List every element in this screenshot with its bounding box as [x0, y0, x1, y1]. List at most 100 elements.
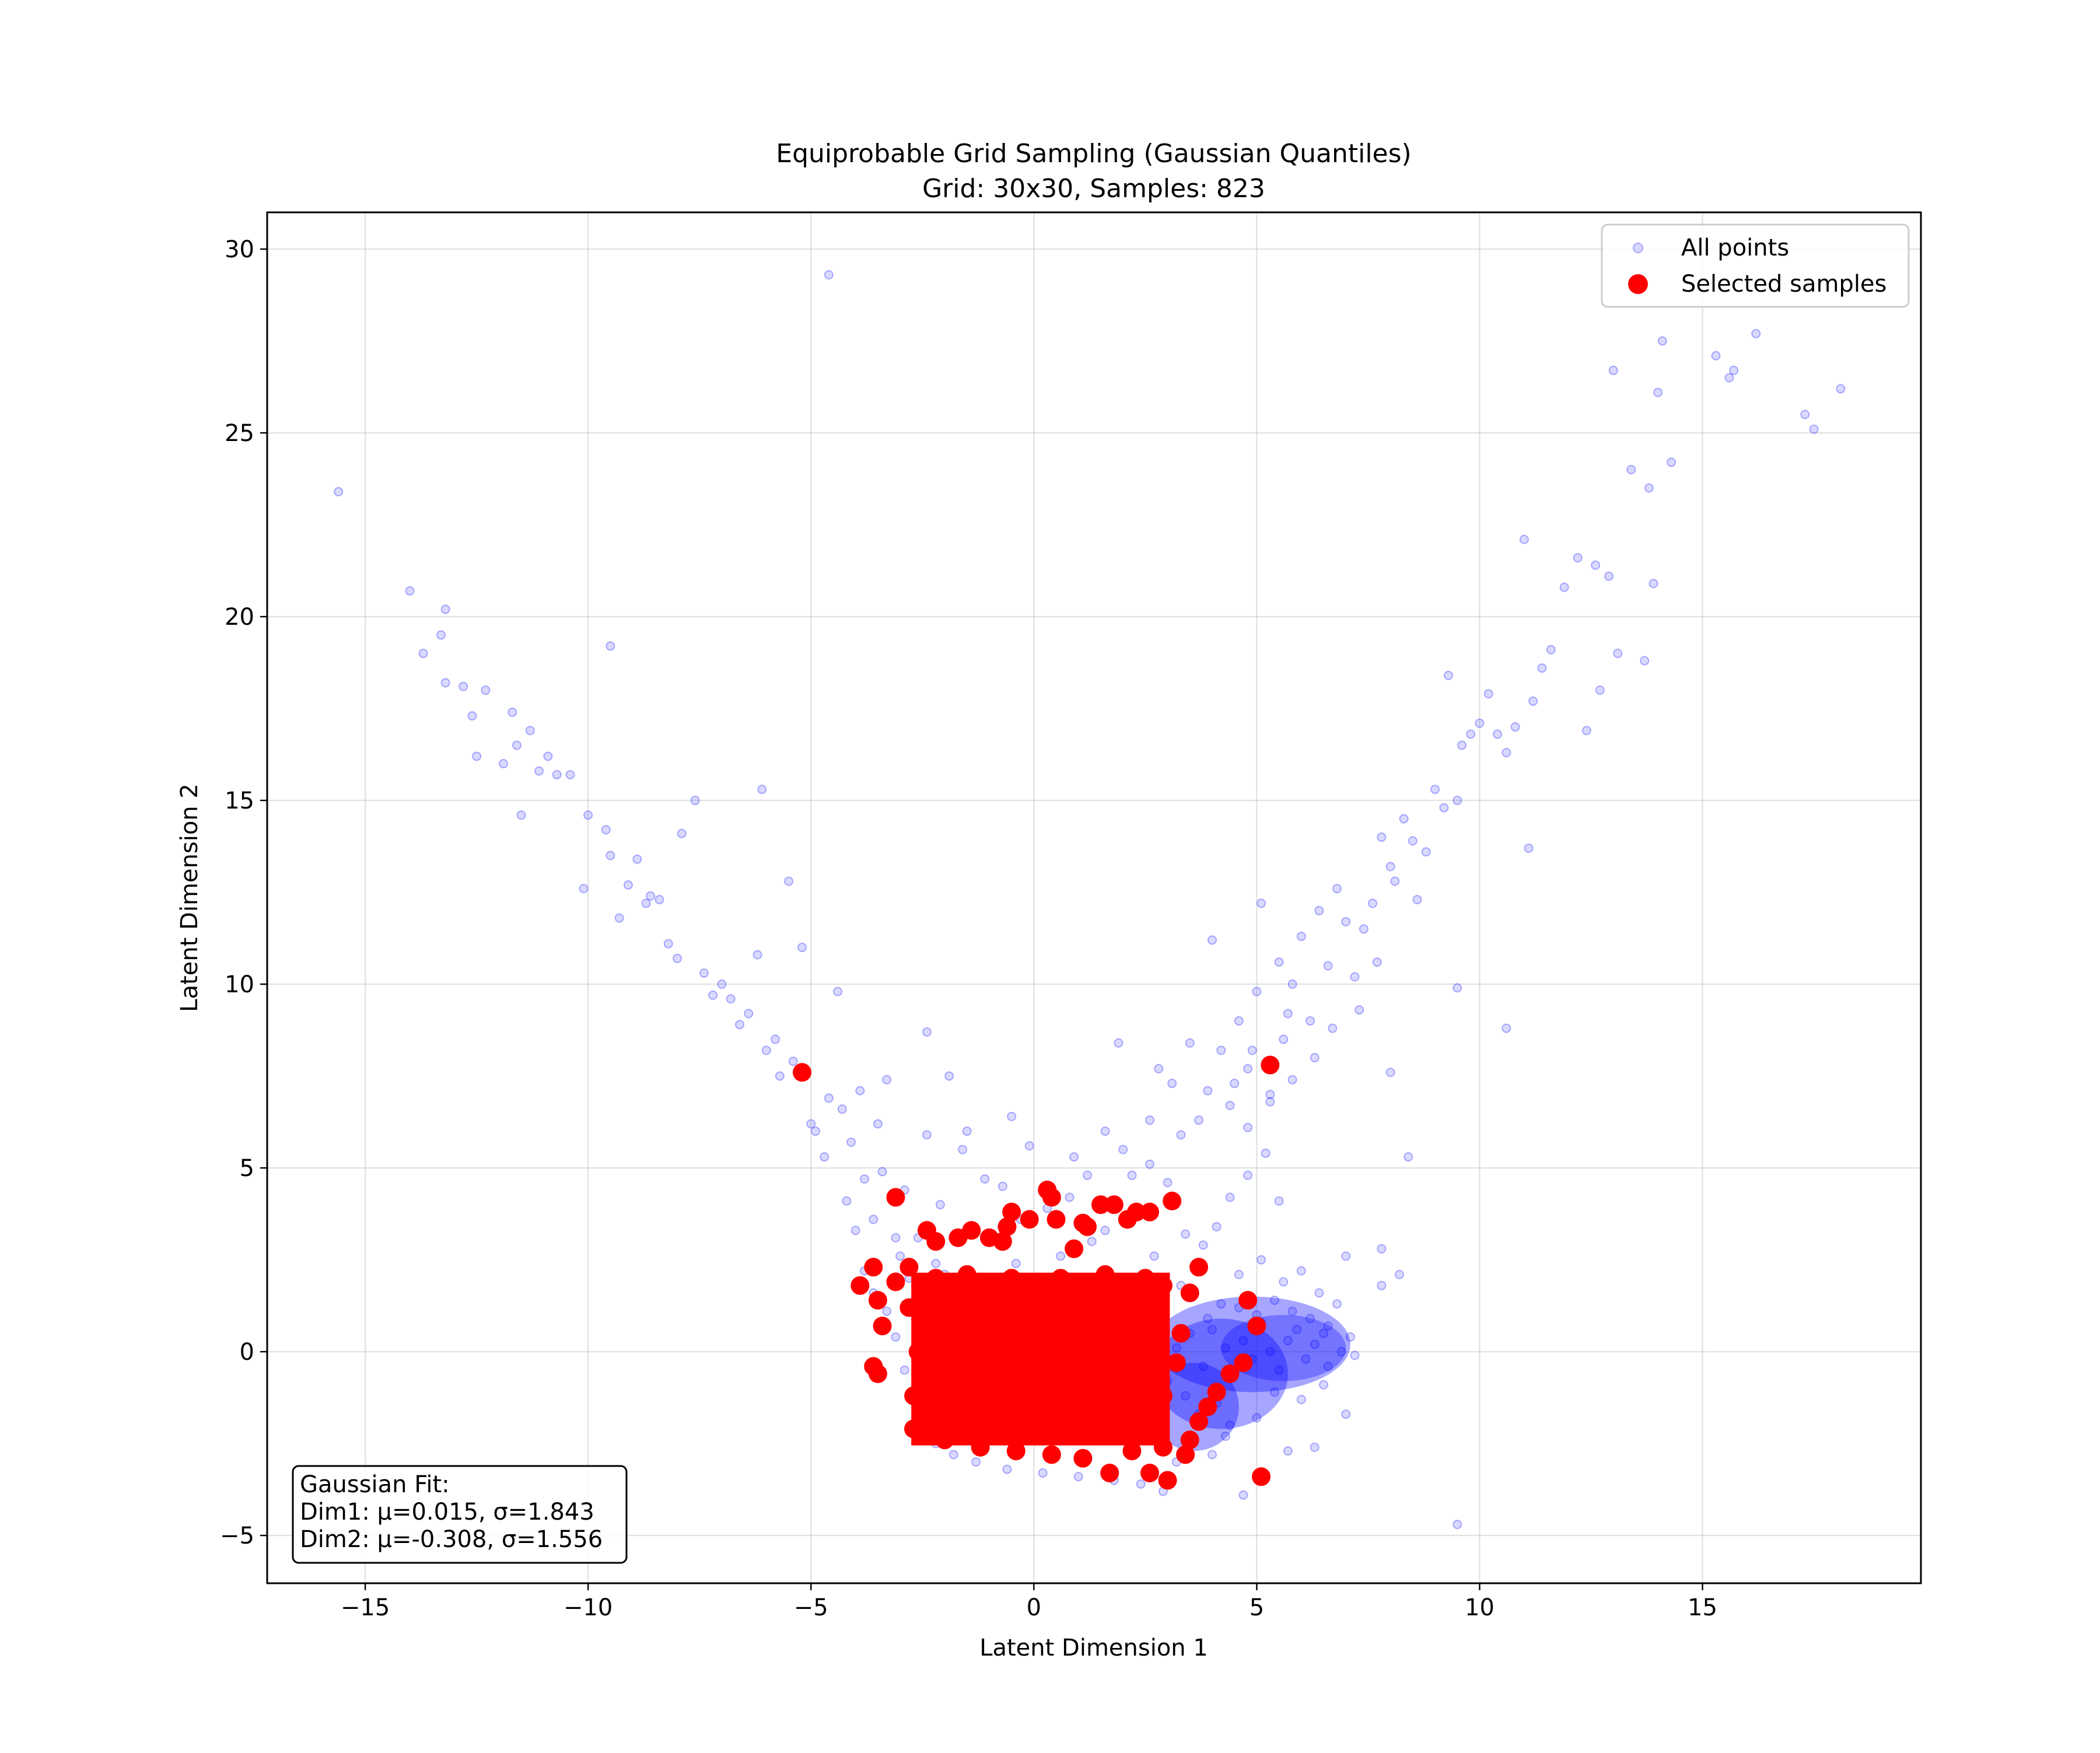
selected-sample	[1104, 1195, 1124, 1215]
selected-sample	[962, 1346, 981, 1365]
all-point	[1640, 656, 1650, 666]
x-tick-label: 5	[1250, 1594, 1264, 1621]
all-point	[1002, 1464, 1012, 1474]
selected-sample	[926, 1232, 946, 1251]
selected-sample	[1140, 1202, 1160, 1222]
legend-marker-all-points	[1633, 243, 1643, 253]
selected-sample	[1114, 1301, 1133, 1321]
all-point	[1323, 961, 1333, 971]
all-point	[1296, 932, 1306, 942]
annotation-line-1: Gaussian Fit:	[300, 1471, 450, 1498]
all-point	[623, 880, 633, 890]
all-point	[1608, 365, 1618, 375]
all-point	[859, 1174, 869, 1184]
all-point	[543, 751, 553, 761]
all-point	[1604, 571, 1614, 581]
selected-sample	[1046, 1210, 1066, 1229]
selected-sample	[1122, 1441, 1142, 1461]
legend-marker-selected-samples	[1628, 274, 1648, 294]
all-point	[1332, 884, 1342, 894]
selected-sample	[971, 1437, 990, 1457]
all-point	[1038, 1468, 1048, 1478]
all-point	[1493, 729, 1503, 739]
selected-sample	[792, 1063, 811, 1082]
all-point	[1118, 1145, 1128, 1154]
all-point	[1225, 1420, 1235, 1430]
all-point	[1711, 351, 1721, 361]
all-point	[895, 1251, 905, 1261]
all-point	[1208, 935, 1217, 945]
all-point	[1154, 1063, 1164, 1073]
all-point	[1452, 796, 1462, 806]
all-point	[1225, 1192, 1235, 1202]
all-point	[1056, 1251, 1066, 1261]
all-point	[690, 796, 700, 806]
selected-sample	[1261, 1055, 1280, 1075]
selected-sample	[1065, 1239, 1084, 1258]
all-point	[1452, 983, 1462, 993]
all-point	[1287, 1306, 1297, 1316]
selected-sample	[989, 1416, 1008, 1435]
all-point	[481, 685, 491, 695]
axes-frame	[266, 211, 1922, 1584]
all-point	[1350, 972, 1360, 982]
selected-sample	[1127, 1202, 1146, 1222]
all-point	[512, 740, 522, 750]
all-point	[735, 1020, 744, 1030]
all-point	[534, 766, 544, 776]
all-point	[1283, 1446, 1293, 1456]
all-point	[1390, 876, 1400, 886]
selected-sample	[1042, 1445, 1061, 1464]
all-point	[583, 810, 593, 820]
all-point	[1377, 832, 1387, 842]
gaussian-fit-annotation: Gaussian Fit: Dim1: μ=0.015, σ=1.843 Dim…	[292, 1465, 628, 1564]
selected-sample	[1158, 1471, 1177, 1490]
all-point	[1238, 1336, 1248, 1346]
all-point	[1591, 560, 1601, 570]
annotation-box	[292, 1465, 628, 1564]
selected-sample	[949, 1228, 968, 1247]
selected-sample	[1207, 1383, 1226, 1402]
x-axis-ticks: −15 −10 −5 0 5 10 15	[341, 1583, 1717, 1621]
all-point	[646, 891, 656, 901]
all-point	[1341, 1251, 1351, 1261]
y-tick-label: 15	[225, 788, 254, 814]
all-point	[459, 681, 468, 691]
selected-sample	[1096, 1265, 1115, 1284]
selected-sample	[1091, 1195, 1110, 1215]
all-point	[1181, 1229, 1191, 1239]
selected-sample	[1069, 1306, 1088, 1325]
selected-sample	[922, 1306, 941, 1325]
selected-sample	[971, 1301, 990, 1321]
all-point	[824, 1093, 834, 1103]
all-point	[1310, 1339, 1320, 1349]
all-point	[922, 1027, 932, 1037]
all-point	[1256, 1255, 1266, 1265]
selected-sample	[1024, 1386, 1044, 1405]
y-tick-label: 25	[225, 420, 254, 447]
all-point	[1319, 1328, 1329, 1338]
all-point	[1243, 1063, 1253, 1073]
all-point	[744, 1009, 754, 1019]
all-point	[1341, 916, 1351, 926]
all-point	[1238, 1490, 1248, 1500]
all-point	[1385, 1068, 1395, 1077]
selected-sample	[1220, 1364, 1240, 1383]
all-point	[1502, 1023, 1511, 1033]
selected-sample	[886, 1272, 905, 1292]
all-point	[980, 1174, 990, 1184]
selected-sample	[993, 1232, 1012, 1251]
selected-sample	[1167, 1353, 1186, 1372]
all-point	[1657, 336, 1667, 346]
selected-sample	[1042, 1188, 1061, 1207]
all-point	[1265, 1097, 1275, 1107]
all-point	[1181, 1391, 1191, 1401]
selected-sample	[1140, 1463, 1160, 1482]
all-point	[1145, 1115, 1155, 1125]
all-point	[1408, 836, 1418, 846]
all-point	[1430, 785, 1440, 795]
all-point	[641, 898, 651, 908]
all-point	[1208, 1325, 1217, 1335]
all-point	[1466, 729, 1476, 739]
all-point	[1319, 1380, 1329, 1390]
